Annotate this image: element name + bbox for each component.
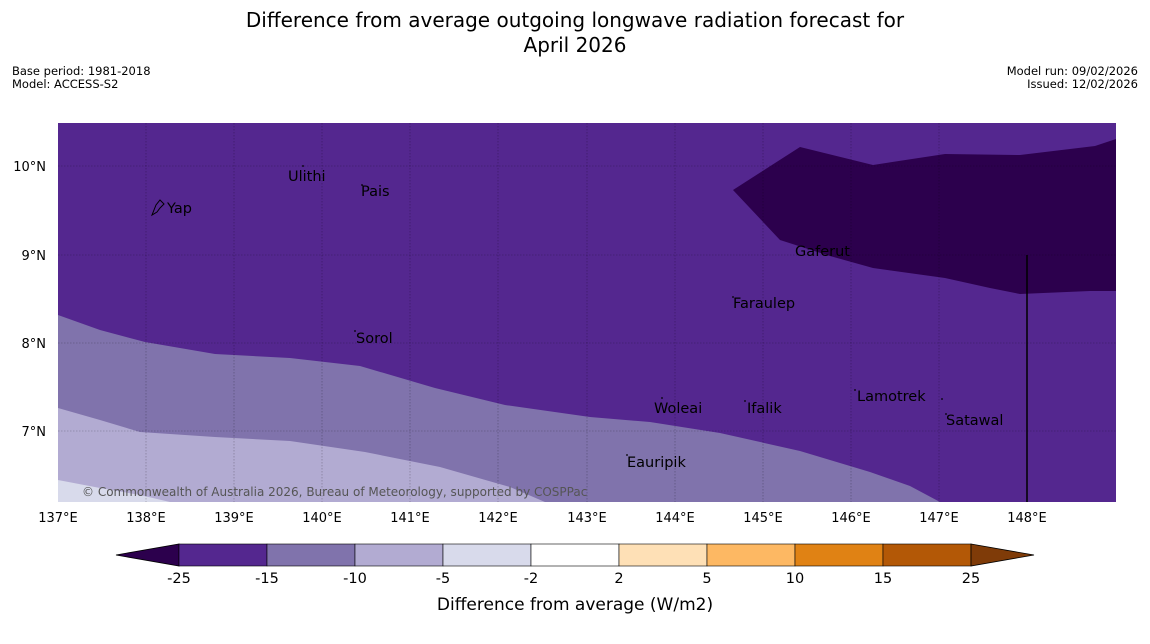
lat-axis-labels: 10°N 9°N 8°N 7°N	[13, 160, 46, 440]
issued-date: Issued: 12/02/2026	[1027, 77, 1138, 91]
place-label-pais: Pais	[361, 184, 390, 200]
colorbar-tick-label: 25	[962, 571, 980, 587]
colorbar-tick-label: 15	[874, 571, 892, 587]
place-label-satawal: Satawal	[946, 413, 1003, 429]
lat-tick-label: 9°N	[22, 249, 47, 264]
colorbar-title: Difference from average (W/m2)	[437, 595, 713, 615]
map-title: Difference from average outgoing longwav…	[0, 8, 1150, 58]
base-period: Base period: 1981-2018	[12, 64, 151, 78]
meta-left: Base period: 1981-2018 Model: ACCESS-S2	[12, 65, 151, 91]
colorbar-extend-high	[970, 543, 1035, 567]
place-label-lamotrek: Lamotrek	[857, 389, 926, 405]
colorbar-tick-label: 5	[702, 571, 711, 587]
colorbar-tick-label: -5	[436, 571, 450, 587]
colorbar-tick-label: -15	[255, 571, 279, 587]
colorbar-segment	[706, 543, 796, 567]
place-label-eauripik: Eauripik	[627, 455, 686, 471]
lat-tick-label: 10°N	[13, 160, 46, 175]
lon-tick-label: 148°E	[1007, 511, 1047, 526]
lon-tick-label: 144°E	[655, 511, 695, 526]
place-label-sorol: Sorol	[356, 331, 393, 347]
place-label-ulithi: Ulithi	[288, 169, 326, 185]
band-minus5	[58, 408, 545, 502]
lon-tick-label: 146°E	[831, 511, 871, 526]
place-label-gaferut: Gaferut	[795, 244, 850, 260]
colorbar-segment	[354, 543, 444, 567]
colorbar-segment	[442, 543, 532, 567]
anomaly-field: Ulithi Pais Yap Gaferut Faraulep Sorol W…	[58, 123, 1116, 502]
colorbar-segment	[266, 543, 356, 567]
title-line-2: April 2026	[523, 33, 627, 57]
lon-tick-label: 142°E	[478, 511, 518, 526]
band-minus25	[733, 139, 1116, 294]
lon-tick-label: 145°E	[743, 511, 783, 526]
meta-right: Model run: 09/02/2026 Issued: 12/02/2026	[1007, 65, 1138, 91]
place-label-faraulep: Faraulep	[733, 296, 795, 312]
colorbar-segment	[618, 543, 708, 567]
lon-tick-label: 143°E	[567, 511, 607, 526]
copyright-notice: © Commonwealth of Australia 2026, Bureau…	[82, 485, 587, 499]
colorbar-tick-label: -10	[343, 571, 367, 587]
colorbar-extend-low	[115, 543, 180, 567]
model-name: Model: ACCESS-S2	[12, 77, 119, 91]
colorbar-segment	[178, 543, 268, 567]
colorbar-segment	[794, 543, 884, 567]
title-line-1: Difference from average outgoing longwav…	[245, 8, 905, 32]
colorbar-segment	[882, 543, 972, 567]
place-label-ifalik: Ifalik	[747, 401, 782, 417]
lon-tick-label: 147°E	[919, 511, 959, 526]
yap-island-icon	[150, 199, 165, 217]
place-label-woleai: Woleai	[654, 401, 702, 417]
colorbar-tick-label: 2	[614, 571, 623, 587]
colorbar-segment	[530, 543, 620, 567]
place-label-yap: Yap	[166, 201, 192, 217]
lon-tick-label: 138°E	[126, 511, 166, 526]
model-run: Model run: 09/02/2026	[1006, 64, 1138, 78]
colorbar: -25 -15 -10 -5 -2 2 5 10 15 25 Differenc…	[115, 543, 1035, 615]
lat-tick-label: 7°N	[22, 425, 47, 440]
colorbar-tick-label: -2	[524, 571, 538, 587]
lon-tick-label: 140°E	[302, 511, 342, 526]
lon-tick-label: 137°E	[38, 511, 78, 526]
colorbar-tick-label: 10	[786, 571, 804, 587]
lon-tick-label: 139°E	[214, 511, 254, 526]
lon-axis-labels: 137°E 138°E 139°E 140°E 141°E 142°E 143°…	[38, 511, 1047, 526]
island-marks	[150, 165, 947, 456]
lon-tick-label: 141°E	[390, 511, 430, 526]
graticule	[58, 123, 1116, 502]
colorbar-tick-label: -25	[167, 571, 191, 587]
lat-tick-label: 8°N	[22, 337, 47, 352]
band-minus2	[58, 480, 170, 502]
